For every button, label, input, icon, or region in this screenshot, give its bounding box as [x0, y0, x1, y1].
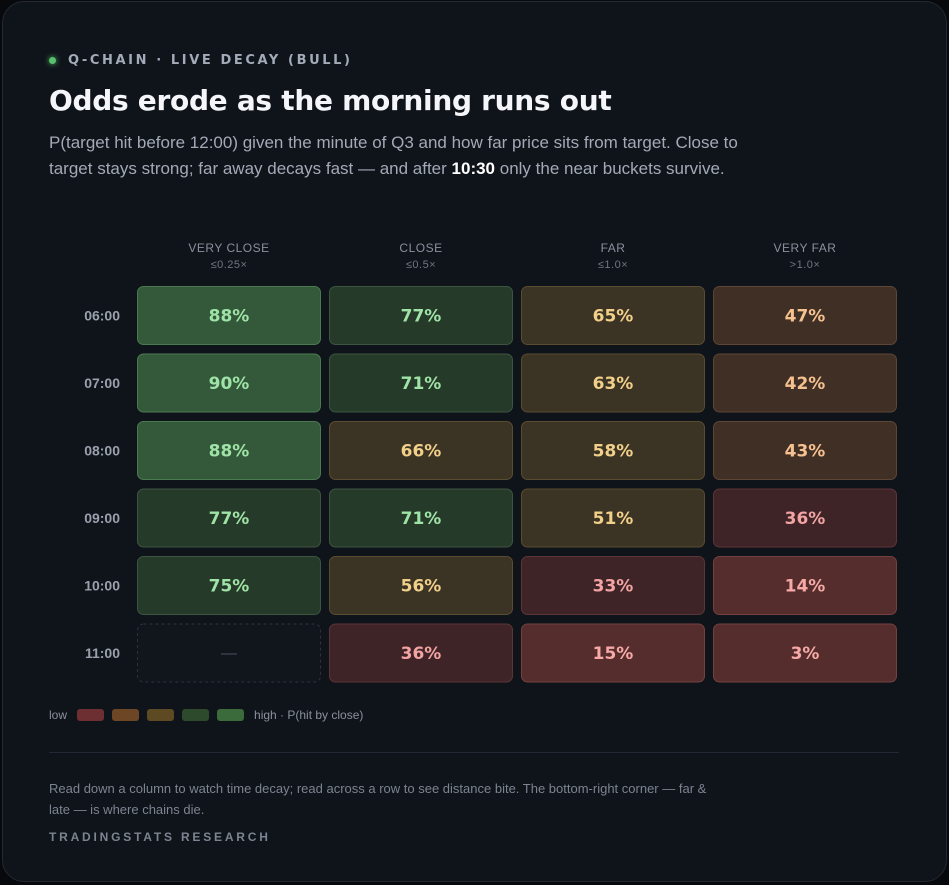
heatmap-cell-value: 56% [401, 577, 442, 597]
row-label: 09:00 [84, 510, 120, 526]
heatmap-cell-value: 65% [593, 307, 634, 327]
heatmap-cell-value: 77% [401, 307, 442, 327]
heatmap-chart: VERY CLOSE ≤0.25× CLOSE ≤0.5× FAR ≤1.0× VERY F… [84, 241, 897, 683]
brand-label: TRADINGSTATS RESEARCH [49, 830, 271, 844]
heatmap-cell [137, 488, 321, 548]
heatmap-cell [329, 623, 513, 683]
heatmap-cell-value: 71% [401, 374, 442, 394]
heatmap-cell [713, 286, 897, 345]
heatmap-cell-empty-label: — [221, 645, 237, 662]
column-header-label: VERY CLOSE [188, 241, 269, 255]
heatmap-cell-value: 90% [209, 374, 250, 394]
eyebrow-label: Q-CHAIN · LIVE DECAY (BULL) [68, 52, 353, 68]
heatmap-cell [713, 488, 897, 548]
heatmap-cell-value: 77% [209, 509, 250, 529]
heatmap-cell-value: 47% [785, 307, 826, 327]
heatmap-cell [137, 421, 321, 480]
heatmap-cell [137, 286, 321, 345]
row-label: 10:00 [84, 578, 120, 594]
heatmap-cell-value: 51% [593, 509, 634, 529]
heatmap-cell-empty [137, 623, 321, 683]
heatmap-cell [329, 286, 513, 345]
legend-swatch [147, 709, 175, 721]
heatmap-cell [137, 353, 321, 413]
heatmap-cell-value: 36% [401, 644, 442, 664]
heatmap-cell-value: 36% [785, 509, 826, 529]
heatmap-cell [521, 623, 705, 683]
column-header-label: CLOSE [399, 241, 442, 255]
heatmap-cell [713, 556, 897, 615]
live-dot-icon [49, 56, 56, 64]
column-header-label: VERY FAR [774, 241, 837, 255]
legend: low high · P(hit by close) [49, 708, 363, 722]
heatmap-cell [137, 556, 321, 615]
column-header-label: FAR [601, 241, 626, 255]
column-header-range: >1.0× [790, 259, 821, 271]
heatmap-cell [713, 421, 897, 480]
column-header-range: ≤0.25× [211, 259, 248, 271]
heatmap-cell-value: 14% [785, 577, 826, 597]
column-header-range: ≤1.0× [598, 259, 628, 271]
legend-swatch [217, 709, 245, 721]
heatmap-cell-value: 15% [593, 644, 634, 664]
legend-swatch [182, 709, 210, 721]
page-title: Odds erode as the morning runs out [49, 84, 612, 117]
divider [49, 752, 899, 753]
heatmap-cell-value: 88% [209, 442, 250, 462]
legend-swatches [77, 709, 245, 721]
heatmap-cell [521, 286, 705, 345]
heatmap-cell [521, 556, 705, 615]
heatmap-cell-value: 58% [593, 442, 634, 462]
heatmap-cell-value: 3% [791, 644, 820, 664]
heatmap-cell [521, 488, 705, 548]
heatmap-cell [521, 353, 705, 413]
row-label: 11:00 [85, 645, 120, 661]
heatmap-cell [713, 353, 897, 413]
legend-low-label: low [49, 708, 68, 722]
subtitle-highlight: 10:30 [451, 159, 496, 178]
heatmap-cell [329, 353, 513, 413]
heatmap-cell-value: 33% [593, 577, 634, 597]
heatmap-cell-value: 88% [209, 307, 250, 327]
subtitle-part-1: P(target hit before 12:00) given the min… [49, 133, 738, 178]
heatmap-cell [521, 421, 705, 480]
subtitle: P(target hit before 12:00) given the min… [49, 130, 749, 182]
row-label: 08:00 [84, 443, 120, 459]
heatmap-cell-value: 43% [785, 442, 826, 462]
heatmap-cell-value: 71% [401, 509, 442, 529]
heatmap-cell [713, 623, 897, 683]
legend-high-label: high · P(hit by close) [254, 708, 364, 722]
legend-swatch [77, 709, 105, 721]
heatmap-cell-value: 63% [593, 374, 634, 394]
heatmap-cell [329, 488, 513, 548]
subtitle-part-2: only the near buckets survive. [495, 159, 725, 178]
legend-swatch [112, 709, 140, 721]
heatmap-cell-value: 42% [785, 374, 826, 394]
heatmap-cell [329, 556, 513, 615]
row-label: 06:00 [84, 308, 120, 324]
column-header-range: ≤0.5× [406, 259, 436, 271]
footnote: Read down a column to watch time decay; … [49, 781, 707, 817]
heatmap-cell [329, 421, 513, 480]
heatmap-cell-value: 66% [401, 442, 442, 462]
eyebrow: Q-CHAIN · LIVE DECAY (BULL) [49, 52, 353, 68]
row-label: 07:00 [84, 375, 120, 391]
heatmap-cell-value: 75% [209, 577, 250, 597]
